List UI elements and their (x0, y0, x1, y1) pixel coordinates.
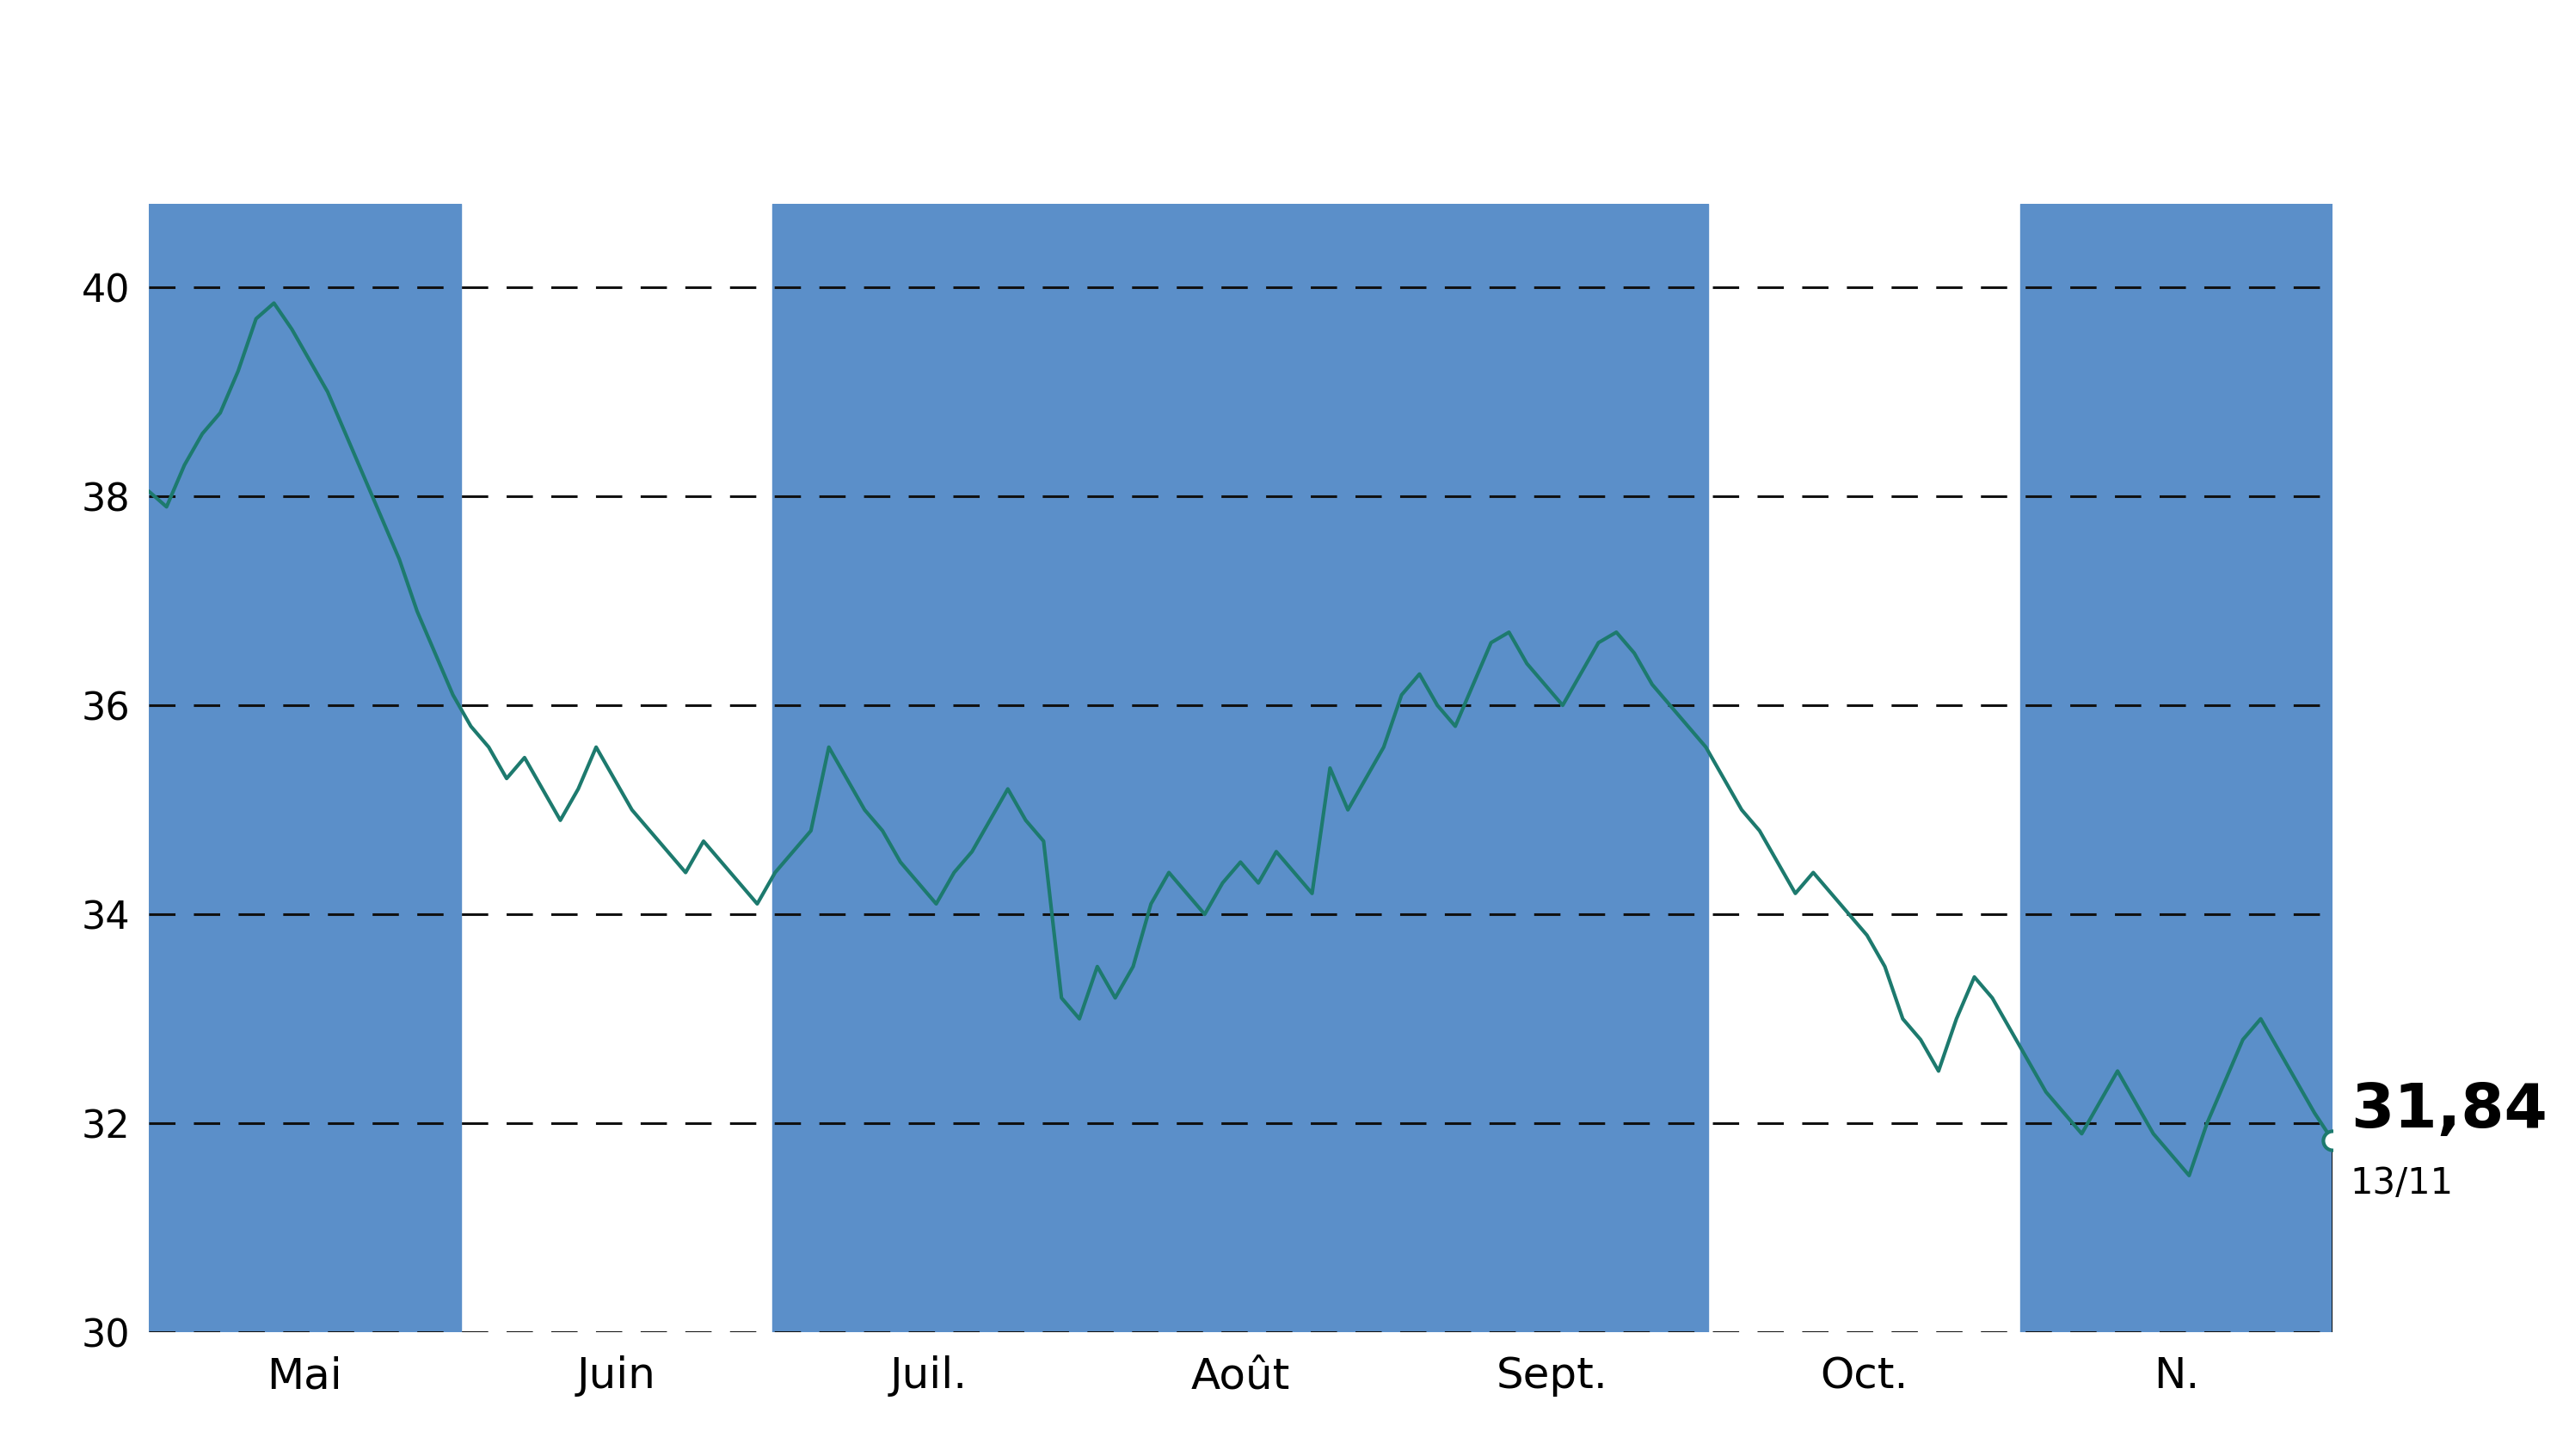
Bar (149, 204, 461, 1332)
Text: DASSAULT SYSTEMES: DASSAULT SYSTEMES (779, 44, 1784, 124)
Bar (2020, 204, 2332, 1332)
Bar (1397, 204, 1710, 1332)
Bar (771, 204, 1397, 1332)
Text: 13/11: 13/11 (2350, 1166, 2453, 1201)
Text: 31,84: 31,84 (2350, 1082, 2548, 1140)
